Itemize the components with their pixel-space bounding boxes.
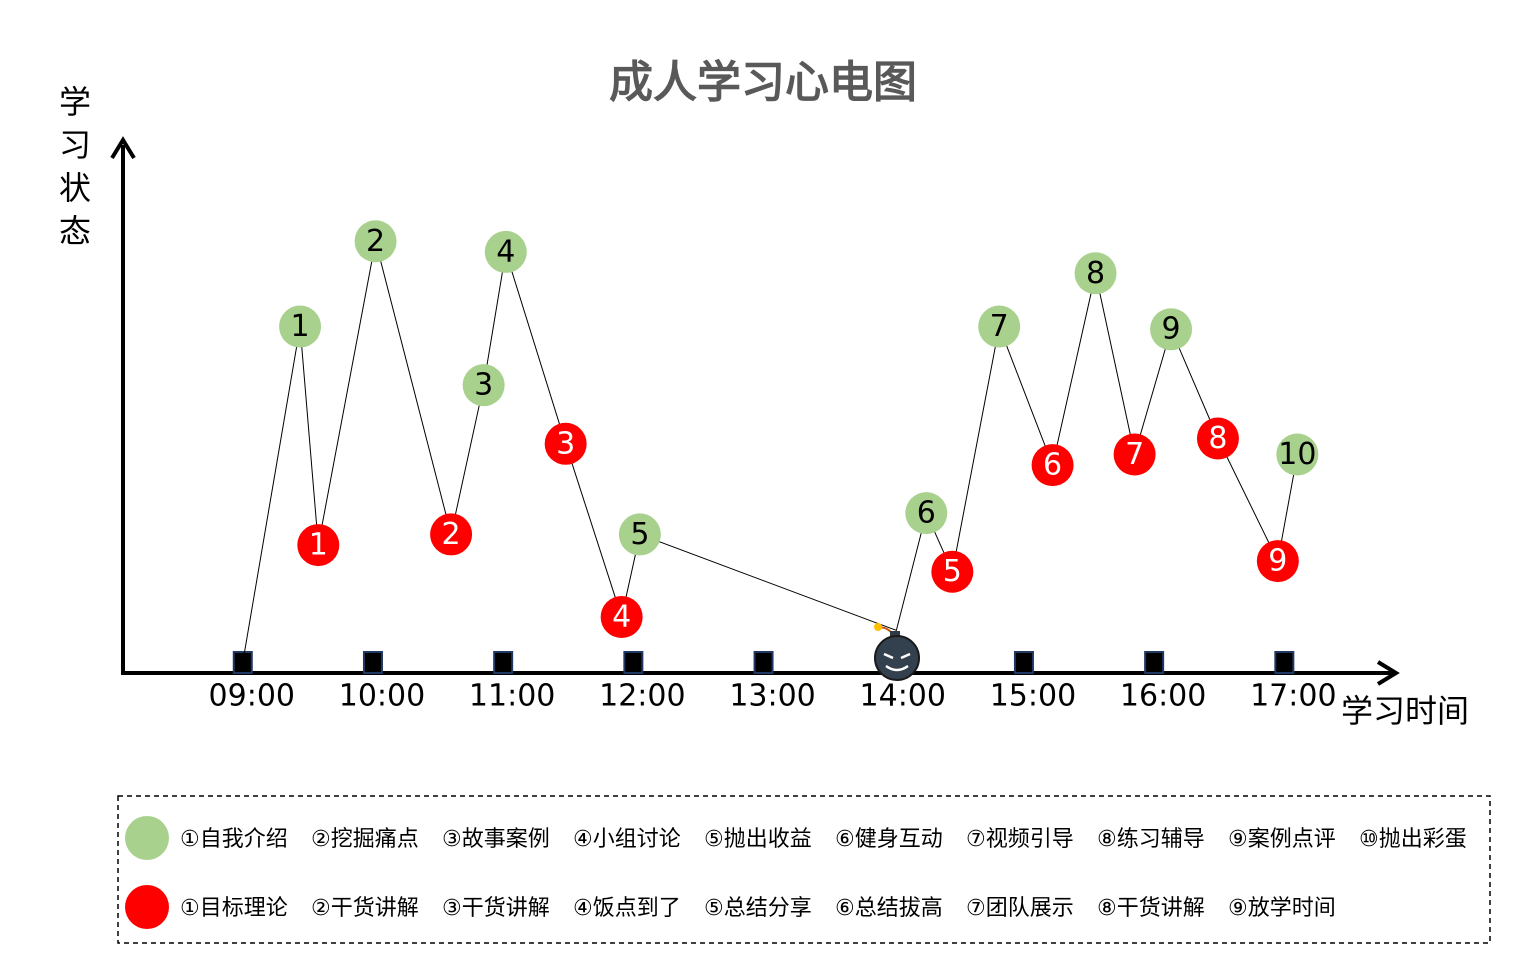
point-label: 9 — [1268, 544, 1287, 579]
legend-item: ⑥总结拔高 — [835, 896, 943, 921]
point — [1196, 417, 1239, 460]
legend-swatch — [125, 885, 169, 929]
point-label: 8 — [1208, 421, 1227, 456]
legend-item: ⑦团队展示 — [966, 896, 1074, 921]
x-tick-mark — [1274, 651, 1295, 674]
x-tick-label: 13:00 — [729, 679, 815, 714]
point — [1256, 540, 1299, 583]
x-tick-label: 14:00 — [860, 679, 946, 714]
legend-item: ④饭点到了 — [573, 896, 681, 921]
point-label: 2 — [366, 224, 385, 259]
point-label: 7 — [990, 309, 1009, 344]
x-arrow — [1376, 660, 1400, 686]
point-label: 7 — [1125, 437, 1144, 472]
point — [618, 513, 661, 556]
point-label: 9 — [1162, 312, 1181, 347]
point-label: 4 — [496, 234, 515, 269]
x-tick-label: 16:00 — [1120, 679, 1206, 714]
point-label: 6 — [917, 496, 936, 531]
legend-item: ⑨放学时间 — [1228, 896, 1336, 921]
legend-item: ①自我介绍 — [180, 827, 288, 852]
legend-item: ⑧干货讲解 — [1097, 896, 1205, 921]
point — [600, 596, 643, 639]
x-tick-mark — [362, 651, 383, 674]
legend-item: ⑨案例点评 — [1228, 827, 1336, 852]
point — [1150, 308, 1193, 351]
point-label: 10 — [1278, 437, 1316, 472]
bomb-cap — [890, 631, 900, 638]
line — [242, 241, 1298, 663]
point — [905, 492, 948, 535]
chart-title: 成人学习心电图 — [609, 57, 917, 108]
legend-item: ⑦视频引导 — [966, 827, 1074, 852]
x-tick-mark — [1144, 651, 1165, 674]
point-label: 1 — [309, 528, 328, 563]
point-label: 6 — [1043, 448, 1062, 483]
point-label: 4 — [612, 600, 631, 635]
legend-item: ②挖掘痛点 — [311, 827, 419, 852]
point-label: 3 — [474, 368, 493, 403]
x-tick-mark — [623, 651, 644, 674]
y-axis-label: 学习状态 — [54, 85, 92, 257]
x-tick-mark — [493, 651, 514, 674]
bomb-face — [883, 652, 911, 672]
point — [279, 305, 322, 348]
x-tick-mark — [232, 651, 253, 674]
bomb-body — [874, 635, 920, 681]
point — [931, 550, 974, 593]
point-label: 1 — [291, 309, 310, 344]
legend-item: ⑤抛出收益 — [704, 827, 812, 852]
legend-box — [117, 795, 1491, 944]
point-label: 5 — [630, 517, 649, 552]
point — [978, 305, 1021, 348]
x-tick-label: 15:00 — [990, 679, 1076, 714]
point — [544, 422, 587, 465]
point — [297, 524, 340, 567]
legend-item: ④小组讨论 — [573, 827, 681, 852]
point — [484, 230, 527, 273]
legend-item: ③故事案例 — [442, 827, 550, 852]
point-label: 2 — [442, 517, 461, 552]
legend-item: ⑥健身互动 — [835, 827, 943, 852]
x-tick-mark — [753, 651, 774, 674]
x-axis-label: 学习时间 — [1341, 692, 1469, 730]
x-tick-label: 09:00 — [209, 679, 295, 714]
point-label: 5 — [943, 554, 962, 589]
bomb-spark — [874, 623, 882, 631]
x-tick-label: 17:00 — [1250, 679, 1336, 714]
y-arrow — [110, 136, 136, 160]
x-tick-label: 12:00 — [599, 679, 685, 714]
point-label: 8 — [1086, 256, 1105, 291]
legend-item: ②干货讲解 — [311, 896, 419, 921]
x-tick-label: 10:00 — [339, 679, 425, 714]
legend-item: ⑤总结分享 — [704, 896, 812, 921]
legend-item: ①目标理论 — [180, 896, 288, 921]
x-tick-label: 11:00 — [469, 679, 555, 714]
point — [462, 364, 505, 407]
point — [430, 513, 473, 556]
point — [354, 220, 397, 263]
point — [1113, 433, 1156, 476]
bomb-icon — [874, 623, 920, 681]
legend-item: ⑧练习辅导 — [1097, 827, 1205, 852]
legend-item: ⑩抛出彩蛋 — [1359, 827, 1467, 852]
point — [1031, 444, 1074, 487]
legend-item: ③干货讲解 — [442, 896, 550, 921]
point — [1276, 433, 1319, 476]
point-label: 3 — [556, 426, 575, 461]
x-tick-mark — [1013, 651, 1034, 674]
point — [1074, 252, 1117, 295]
legend-swatch — [125, 816, 169, 860]
